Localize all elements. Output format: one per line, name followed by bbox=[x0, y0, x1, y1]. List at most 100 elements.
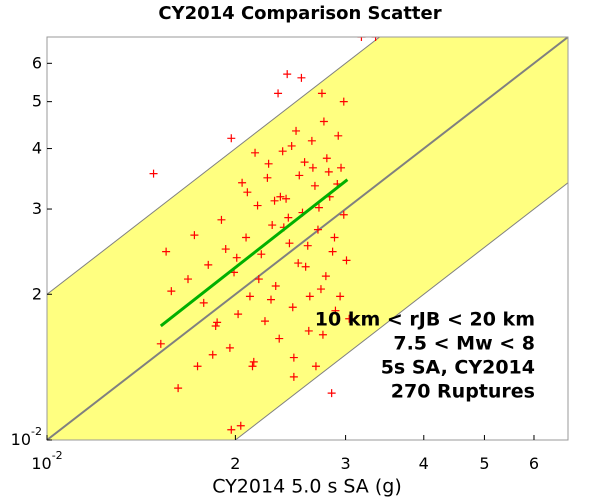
point bbox=[314, 203, 323, 212]
y-tick-label-base: 2 bbox=[32, 284, 42, 303]
x-tick-label-exponent: -2 bbox=[52, 449, 63, 462]
point bbox=[149, 169, 158, 178]
point bbox=[321, 272, 330, 281]
y-tick-label-base: 10 bbox=[11, 430, 31, 449]
point bbox=[274, 89, 283, 98]
x-tick-label: 5 bbox=[479, 454, 489, 473]
point bbox=[221, 245, 230, 254]
y-tick-label: 5 bbox=[32, 91, 42, 110]
point bbox=[227, 134, 236, 143]
point bbox=[257, 250, 266, 259]
y-tick-label-base: 4 bbox=[32, 138, 42, 157]
annotation: 7.5 < Mw < 8 bbox=[393, 333, 535, 355]
point bbox=[282, 194, 291, 203]
point bbox=[243, 188, 252, 197]
point bbox=[234, 310, 243, 319]
point bbox=[292, 126, 301, 135]
point bbox=[236, 421, 245, 430]
annotation: 5s SA, CY2014 bbox=[381, 357, 535, 379]
x-tick-label-base: 3 bbox=[340, 454, 350, 473]
point bbox=[248, 362, 257, 371]
point bbox=[251, 148, 260, 157]
point bbox=[318, 330, 327, 339]
annotation: 270 Ruptures bbox=[391, 381, 535, 403]
point bbox=[303, 241, 312, 250]
point bbox=[345, 314, 354, 323]
point bbox=[339, 210, 348, 219]
point bbox=[190, 231, 199, 240]
y-tick-label: 10-2 bbox=[11, 425, 42, 449]
point bbox=[307, 136, 316, 145]
point bbox=[285, 239, 294, 248]
x-tick-label-base: 2 bbox=[230, 454, 240, 473]
point bbox=[174, 384, 183, 393]
point bbox=[297, 73, 306, 82]
point bbox=[288, 303, 297, 312]
x-axis-label: CY2014 5.0 s SA (g) bbox=[212, 476, 401, 498]
point bbox=[313, 225, 322, 234]
point bbox=[270, 196, 279, 205]
point bbox=[263, 173, 272, 182]
point bbox=[301, 262, 310, 271]
point bbox=[213, 318, 222, 327]
point bbox=[267, 295, 276, 304]
point bbox=[289, 372, 298, 381]
point bbox=[225, 343, 234, 352]
plot-frame bbox=[46, 36, 569, 441]
point bbox=[322, 154, 331, 163]
point bbox=[305, 292, 314, 301]
point bbox=[336, 292, 345, 301]
point bbox=[317, 89, 326, 98]
point bbox=[287, 141, 296, 150]
point bbox=[227, 425, 236, 434]
x-tick-label-base: 4 bbox=[419, 454, 429, 473]
point bbox=[283, 70, 292, 79]
point bbox=[275, 334, 284, 343]
point bbox=[278, 147, 287, 156]
point bbox=[238, 178, 247, 187]
point bbox=[284, 213, 293, 222]
point bbox=[316, 285, 325, 294]
point bbox=[245, 292, 254, 301]
x-tick-label: 2 bbox=[230, 454, 240, 473]
point bbox=[264, 159, 273, 168]
point bbox=[167, 287, 176, 296]
chart-title: CY2014 Comparison Scatter bbox=[158, 3, 441, 24]
x-tick-label-base: 6 bbox=[529, 454, 539, 473]
y-tick-label: 6 bbox=[32, 53, 42, 72]
point bbox=[334, 131, 343, 140]
x-tick-label-base: 5 bbox=[479, 454, 489, 473]
y-tick-label-base: 6 bbox=[32, 53, 42, 72]
point bbox=[310, 181, 319, 190]
point bbox=[208, 350, 217, 359]
point bbox=[268, 221, 277, 230]
point bbox=[357, 37, 366, 41]
point bbox=[254, 275, 263, 284]
point bbox=[199, 298, 208, 307]
point bbox=[371, 37, 380, 41]
point bbox=[328, 247, 337, 256]
point bbox=[319, 117, 328, 126]
point bbox=[324, 167, 333, 176]
y-tick-label-base: 3 bbox=[32, 199, 42, 218]
x-tick-label-base: 10 bbox=[31, 454, 51, 473]
point bbox=[331, 306, 340, 315]
point bbox=[271, 282, 280, 291]
point bbox=[162, 247, 171, 256]
point bbox=[249, 357, 258, 366]
point bbox=[308, 163, 317, 172]
x-tick-label: 3 bbox=[340, 454, 350, 473]
y-tick-label: 3 bbox=[32, 199, 42, 218]
annotation: 10 km < rJB < 20 km bbox=[315, 309, 535, 331]
y-tick-label: 2 bbox=[32, 284, 42, 303]
point bbox=[289, 353, 298, 362]
point bbox=[242, 233, 251, 242]
x-tick-label: 6 bbox=[529, 454, 539, 473]
